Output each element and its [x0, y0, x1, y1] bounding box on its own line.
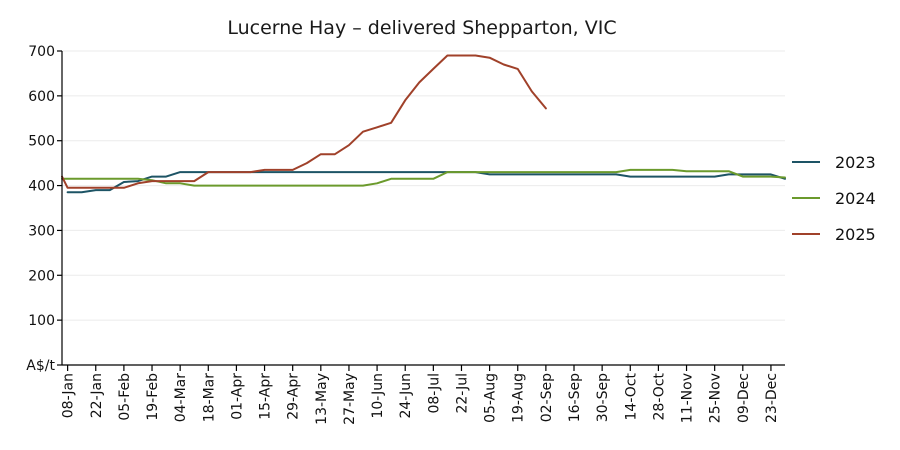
series-line-2024: [61, 168, 786, 187]
y-tick-label: 700: [28, 44, 55, 60]
series-line-2025: [61, 54, 547, 189]
grid-lines: [62, 50, 785, 321]
x-tick-label: 27-May: [342, 373, 358, 425]
x-tick-label: 24-Jun: [398, 373, 414, 419]
x-tick-label: 08-Jul: [426, 373, 442, 414]
legend-label-2025: 2025: [835, 225, 876, 244]
x-tick-label: 19-Feb: [145, 373, 161, 421]
x-tick-label: 08-Jan: [61, 373, 77, 418]
x-tick-label: 29-Apr: [286, 373, 302, 420]
legend-label-2024: 2024: [835, 189, 876, 208]
axes: [61, 51, 785, 366]
y-tick-label: 300: [28, 223, 55, 239]
x-tick-label: 28-Oct: [651, 372, 667, 420]
x-tick-label: 01-Apr: [229, 373, 245, 420]
legend: 2023 2024 2025: [792, 153, 876, 244]
x-axis-ticks: 08-Jan 22-Jan 05-Feb 19-Feb 04-Mar 18-Mar 01-A…: [61, 365, 780, 425]
y-tick-label: A$/t: [26, 358, 55, 374]
x-tick-label: 05-Feb: [117, 373, 133, 421]
x-tick-label: 13-May: [314, 373, 330, 425]
y-tick-label: 400: [28, 179, 55, 195]
x-tick-label: 19-Aug: [511, 373, 527, 423]
x-tick-label: 30-Sep: [595, 373, 611, 422]
x-tick-label: 05-Aug: [483, 373, 499, 423]
x-tick-label: 11-Nov: [680, 373, 696, 423]
y-tick-label: 600: [28, 89, 55, 105]
chart-title: Lucerne Hay – delivered Shepparton, VIC: [227, 17, 616, 39]
x-tick-label: 10-Jun: [370, 373, 386, 419]
x-tick-label: 23-Dec: [764, 373, 780, 423]
legend-label-2023: 2023: [835, 153, 876, 172]
x-tick-label: 15-Apr: [258, 373, 274, 420]
x-tick-label: 25-Nov: [708, 373, 724, 423]
series-line-2023: [66, 171, 786, 194]
y-tick-label: 100: [28, 313, 55, 329]
x-tick-label: 22-Jan: [89, 373, 105, 418]
y-tick-label: 200: [28, 268, 55, 284]
y-tick-label: 500: [28, 134, 55, 150]
x-tick-label: 16-Sep: [567, 373, 583, 422]
x-tick-label: 04-Mar: [173, 373, 189, 423]
x-tick-label: 18-Mar: [201, 373, 217, 423]
x-tick-label: 22-Jul: [454, 373, 470, 414]
x-tick-label: 02-Sep: [539, 373, 555, 422]
y-axis-ticks: A$/t 100 200 300 400 500 600 700: [26, 44, 62, 374]
x-tick-label: 14-Oct: [623, 372, 639, 420]
x-tick-label: 09-Dec: [736, 373, 752, 423]
series-lines: [61, 54, 786, 194]
